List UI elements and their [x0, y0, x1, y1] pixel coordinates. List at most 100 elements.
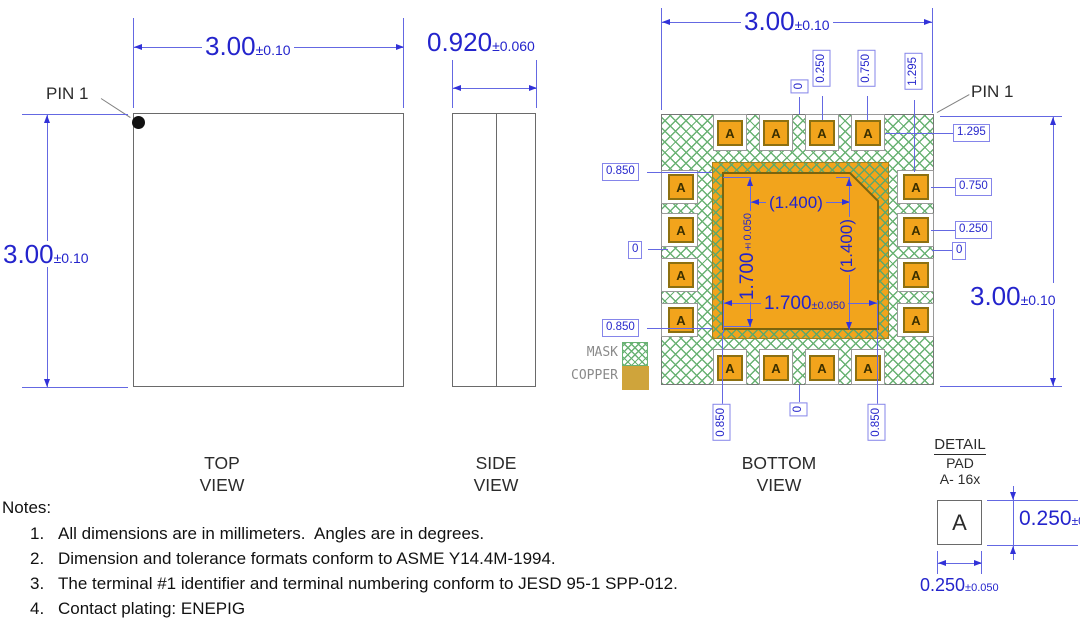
- top-view-height-dim: 3.00±0.10: [0, 241, 92, 267]
- note-item: 3. The terminal #1 identifier and termina…: [30, 574, 678, 593]
- arrowhead: [453, 85, 461, 91]
- arrowhead: [44, 115, 50, 123]
- pad-a: A: [903, 262, 929, 288]
- callout-leader: [799, 385, 801, 402]
- pad-a: A: [717, 120, 743, 146]
- pad-a: A: [668, 174, 694, 200]
- callout-right-0250: 0.250: [955, 221, 992, 239]
- side-view-width-dim: 0.920±0.060: [424, 29, 538, 55]
- extension-line: [932, 8, 934, 113]
- arrowhead: [974, 560, 982, 566]
- callout-leader: [647, 328, 712, 330]
- pad-a: A: [668, 217, 694, 243]
- legend-copper-label: COPPER: [571, 368, 618, 383]
- extension-line: [940, 386, 1062, 388]
- detail-pad-designator: A- 16x: [939, 471, 981, 487]
- callout-right-0: 0: [952, 242, 967, 260]
- callout-left-0850-bottom: 0.850: [602, 319, 639, 337]
- extension-line: [452, 60, 454, 108]
- pad-a: A: [809, 120, 835, 146]
- notes-heading: Notes:: [2, 498, 52, 517]
- extension-line: [836, 177, 850, 179]
- callout-leader: [648, 249, 668, 251]
- extension-line: [22, 387, 128, 389]
- arrowhead: [846, 178, 852, 186]
- pad-a: A: [903, 217, 929, 243]
- note-item: 4. Contact plating: ENEPIG: [30, 599, 246, 618]
- callout-leader: [914, 100, 916, 172]
- callout-leader: [931, 187, 955, 189]
- dimension-line: [937, 563, 982, 565]
- arrowhead: [747, 319, 753, 327]
- top-view-outline: [133, 113, 404, 387]
- extension-line: [940, 116, 1062, 118]
- pad-a: A: [763, 120, 789, 146]
- side-view-caption: SIDE VIEW: [473, 453, 519, 495]
- callout-leader: [647, 172, 712, 174]
- dimension-line: [1013, 486, 1015, 560]
- extension-line: [536, 60, 538, 108]
- callout-left-0850-top: 0.850: [602, 163, 639, 181]
- pad-a: A: [855, 355, 881, 381]
- extension-line: [723, 300, 725, 333]
- extension-line: [403, 18, 405, 108]
- legend-copper-swatch: [622, 366, 649, 390]
- callout-leader: [822, 96, 824, 120]
- pad-a: A: [903, 307, 929, 333]
- bottom-view-height-dim: 3.00±0.10: [967, 283, 1059, 309]
- callout-leader: [931, 230, 955, 232]
- callout-leader: [885, 133, 953, 135]
- top-view-pin1-label: PIN 1: [46, 84, 89, 103]
- center-pad-width-ref: (1.400): [766, 194, 826, 211]
- bottom-view-pin1-label: PIN 1: [971, 82, 1014, 101]
- side-view-seam-line: [496, 113, 498, 387]
- extension-line: [661, 8, 663, 110]
- bottom-view-caption: BOTTOM VIEW: [741, 453, 817, 495]
- center-pad-height-dim: 1.700±0.050: [737, 211, 758, 303]
- arrowhead: [842, 199, 850, 205]
- callout-top-0250: 0.250: [813, 50, 831, 87]
- callout-top-0750: 0.750: [858, 50, 876, 87]
- callout-leader: [932, 250, 952, 252]
- arrowhead: [869, 300, 877, 306]
- pad-a: A: [717, 355, 743, 381]
- callout-bottom-0850-right: 0.850: [868, 404, 886, 441]
- callout-top-0: 0: [791, 79, 809, 94]
- arrowhead: [747, 178, 753, 186]
- arrowhead: [1010, 492, 1016, 500]
- arrowhead: [846, 322, 852, 330]
- arrowhead: [1050, 117, 1056, 125]
- callout-leader: [799, 97, 801, 114]
- callout-left-0: 0: [628, 241, 643, 259]
- callout-bottom-0: 0: [790, 402, 808, 417]
- pad-a: A: [763, 355, 789, 381]
- note-item: 1. All dimensions are in millimeters. Ang…: [30, 524, 485, 543]
- extension-line: [987, 545, 1078, 547]
- callout-right-1295: 1.295: [953, 124, 990, 142]
- arrowhead: [924, 19, 932, 25]
- detail-height-dim: 0.250±0.050: [1019, 507, 1080, 530]
- callout-top-1295: 1.295: [905, 53, 923, 90]
- legend-mask-swatch: [622, 342, 648, 366]
- extension-line: [723, 177, 750, 179]
- callout-leader: [877, 333, 879, 404]
- top-view-width-dim: 3.00±0.10: [202, 33, 294, 59]
- extension-line: [987, 500, 1078, 502]
- dimension-line: [452, 88, 537, 90]
- extension-line: [723, 326, 750, 328]
- callout-bottom-0850-left: 0.850: [713, 404, 731, 441]
- center-pad-width-dim: 1.700±0.050: [761, 294, 849, 313]
- pad-a: A: [809, 355, 835, 381]
- arrowhead: [529, 85, 537, 91]
- extension-line: [937, 551, 939, 574]
- arrowhead: [938, 560, 946, 566]
- side-view-outline: [452, 113, 536, 387]
- detail-pad-outline: A: [937, 500, 982, 545]
- legend-mask-label: MASK: [586, 345, 618, 360]
- detail-width-dim: 0.250±0.050: [920, 575, 999, 595]
- detail-title: DETAIL: [934, 436, 986, 455]
- center-pad-height-ref: (1.400): [837, 217, 856, 275]
- detail-subtitle: PAD: [946, 455, 974, 471]
- callout-right-0750: 0.750: [955, 178, 992, 196]
- note-item: 2. Dimension and tolerance formats confor…: [30, 549, 556, 568]
